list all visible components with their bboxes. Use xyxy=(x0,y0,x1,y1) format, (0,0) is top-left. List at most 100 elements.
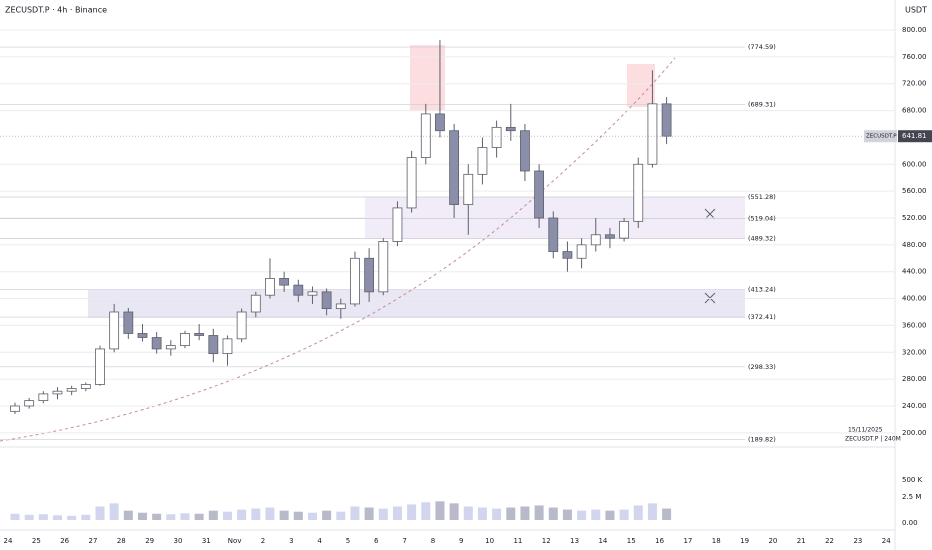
x-tick-label: 30 xyxy=(174,537,183,545)
x-tick-label: 18 xyxy=(712,537,721,545)
candle-body xyxy=(236,311,247,340)
volume-bar xyxy=(364,507,374,520)
x-tick-label: 17 xyxy=(683,537,692,545)
volume-tick-label: 0.00 xyxy=(902,519,918,527)
x-tick-label: 3 xyxy=(289,537,293,545)
candle-body xyxy=(165,345,176,350)
x-tick-label: 22 xyxy=(825,537,834,545)
volume-bar xyxy=(24,514,34,520)
x-tick-label: 19 xyxy=(740,537,749,545)
x-tick-label: 28 xyxy=(117,537,126,545)
volume-bar xyxy=(251,508,261,520)
x-tick-label: 4 xyxy=(317,537,322,545)
candle-body xyxy=(562,251,573,259)
volume-bar xyxy=(421,502,431,520)
volume-bar xyxy=(605,510,615,520)
y-tick-label: 560.00 xyxy=(902,187,927,195)
x-tick-label: 12 xyxy=(542,537,551,545)
x-tick-label: 27 xyxy=(89,537,98,545)
volume-bar xyxy=(449,503,459,520)
y-tick-label: 720.00 xyxy=(902,80,927,88)
volume-bar xyxy=(123,510,133,520)
candle-body xyxy=(52,390,63,395)
x-tick-label: 7 xyxy=(402,537,406,545)
candle-body xyxy=(265,278,275,296)
volume-bar xyxy=(137,512,147,520)
x-tick-label: 6 xyxy=(374,537,379,545)
x-tick-label: 13 xyxy=(570,537,579,545)
level-label: (519.04) xyxy=(748,215,776,223)
volume-bar xyxy=(378,508,388,520)
candle-body xyxy=(222,338,233,355)
volume-bar xyxy=(81,514,91,520)
candle-body xyxy=(364,257,375,293)
x-tick-label: 10 xyxy=(485,537,494,545)
volume-bar xyxy=(591,509,601,520)
volume-bar xyxy=(350,506,360,520)
y-tick-label: 200.00 xyxy=(902,429,927,437)
peak-box xyxy=(410,45,445,110)
candle-body xyxy=(548,217,559,252)
x-tick-label: 14 xyxy=(598,537,607,545)
indicator-label: 500 K xyxy=(902,476,923,484)
volume-bar xyxy=(10,513,20,520)
volume-bar xyxy=(38,514,48,520)
volume-bar xyxy=(562,509,572,520)
price-tag xyxy=(898,130,932,143)
candle-body xyxy=(619,220,629,239)
volume-bar xyxy=(336,511,346,520)
x-tick-label: 24 xyxy=(882,537,891,545)
volume-bar xyxy=(492,508,502,520)
chart-title: ZECUSDT.P · 4h · Binance xyxy=(5,6,107,15)
symbol-tag xyxy=(864,130,897,143)
candle-body xyxy=(576,244,587,259)
volume-bar xyxy=(322,510,332,520)
footer-date: 15/11/2025 xyxy=(848,427,883,434)
volume-bar xyxy=(307,512,317,520)
volume-bar xyxy=(477,507,487,520)
x-tick-label: 2 xyxy=(261,537,265,545)
y-tick-label: 800.00 xyxy=(902,26,927,34)
y-tick-label: 680.00 xyxy=(902,107,927,115)
currency-label: USDT xyxy=(905,6,927,15)
x-tick-label: 16 xyxy=(655,537,664,545)
candle-body xyxy=(335,303,346,310)
volume-bar xyxy=(293,511,303,520)
candle-body xyxy=(293,284,304,296)
candle-body xyxy=(80,384,91,389)
volume-bar xyxy=(633,505,643,520)
candle-body xyxy=(24,400,35,407)
level-label: (189.82) xyxy=(748,436,776,444)
demand-zone xyxy=(88,290,745,318)
candle-body xyxy=(109,311,120,350)
candle-body xyxy=(10,405,20,412)
volume-tick-label: 2.5 M xyxy=(902,493,921,501)
y-tick-label: 480.00 xyxy=(902,241,927,249)
volume-bar xyxy=(534,505,544,520)
footer-symbol: ZECUSDT.P | 240M xyxy=(845,436,901,443)
x-tick-label: 15 xyxy=(627,537,636,545)
price-tag-text: 641.81 xyxy=(902,132,927,140)
candle-body xyxy=(520,130,530,172)
volume-bar xyxy=(647,503,657,520)
candle-body xyxy=(505,126,516,132)
candle-body xyxy=(420,113,431,158)
volume-bar xyxy=(392,506,402,520)
candle-body xyxy=(590,234,601,246)
symbol-tag-text: ZECUSDT.P xyxy=(866,134,897,140)
candle-body xyxy=(350,257,360,305)
candle-body xyxy=(463,173,474,205)
volume-bar xyxy=(279,510,289,520)
candle-body xyxy=(378,241,389,293)
y-tick-label: 760.00 xyxy=(902,53,927,61)
level-label: (774.59) xyxy=(748,43,776,51)
candle-body xyxy=(180,333,190,346)
volume-bar xyxy=(194,513,204,520)
volume-bar xyxy=(180,513,190,520)
y-tick-label: 400.00 xyxy=(902,295,927,303)
x-tick-label: 11 xyxy=(513,537,522,545)
volume-bar xyxy=(95,506,105,520)
x-tick-label: 31 xyxy=(202,537,211,545)
